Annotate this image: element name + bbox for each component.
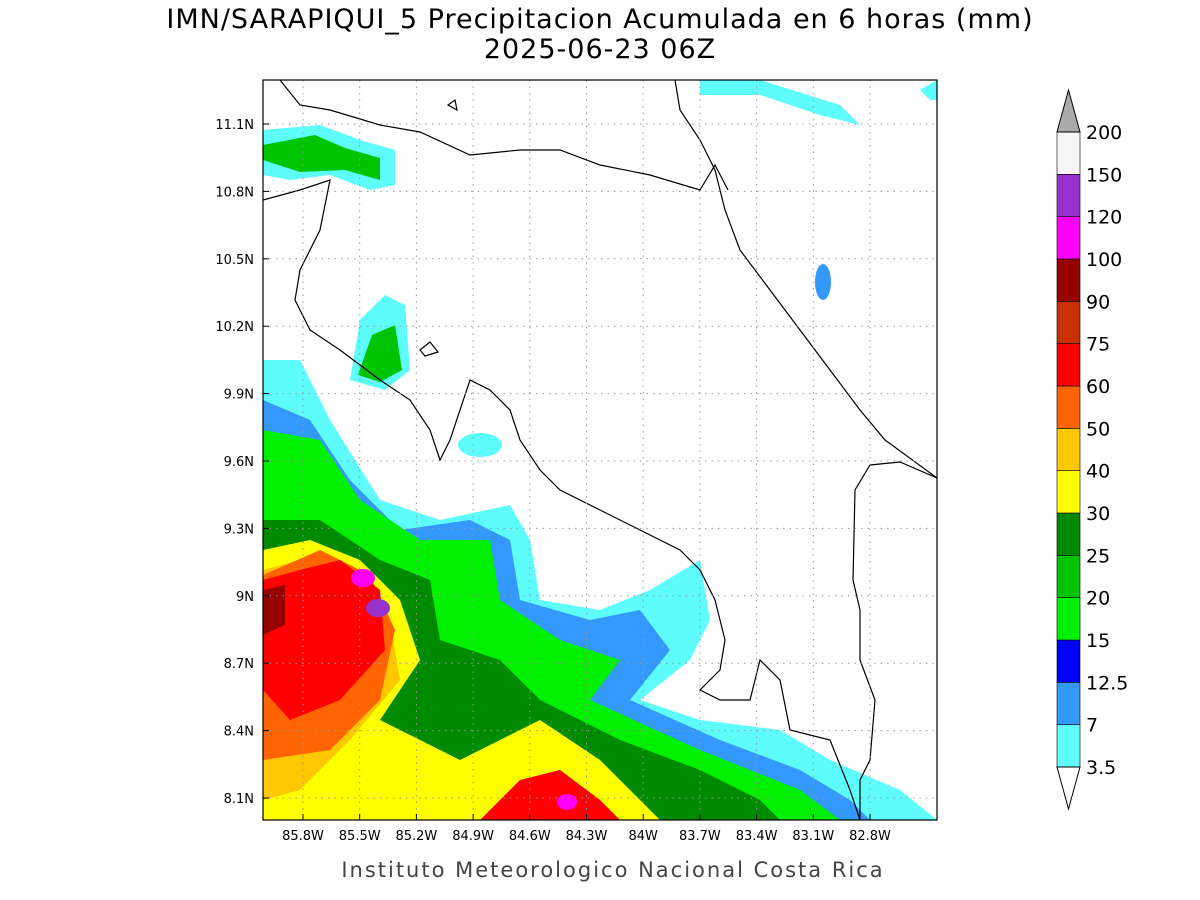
colorbar-band [1056,301,1081,344]
colorbar-band [1056,682,1081,725]
lon-label: 84.6W [509,829,551,844]
lat-label: 10.5N [215,253,254,268]
colorbar-band [1056,428,1081,471]
colorbar-label: 90 [1086,291,1110,313]
lon-label: 84W [628,829,658,844]
colorbar-band [1056,131,1081,175]
colorbar-band [1056,639,1081,683]
lat-label: 8.7N [224,657,254,672]
colorbar-band [1056,597,1081,641]
lon-label: 82.8W [849,829,891,844]
coastline [263,80,937,820]
colorbar-label: 50 [1086,418,1110,440]
colorbar-label: 15 [1086,630,1110,652]
lat-label: 11.1N [215,118,254,133]
lat-label: 9.3N [224,522,254,537]
lat-label: 9.9N [224,388,254,403]
colorbar: 3.5 7 12.5 15 20 25 30 40 50 60 75 90 100 120 150 200 [1056,88,1128,811]
colorbar-over [1056,88,1081,133]
lat-label: 10.8N [215,185,254,200]
lon-label: 85.8W [282,829,324,844]
colorbar-label: 25 [1086,545,1110,567]
footer: Instituto Meteorologico Nacional Costa R… [341,858,884,882]
colorbar-band [1056,258,1081,302]
lon-label: 85.2W [395,829,437,844]
lat-label: 8.4N [224,725,254,740]
colorbar-band [1056,174,1081,217]
colorbar-band [1056,512,1081,556]
colorbar-under [1056,766,1081,811]
precip-field [263,80,937,820]
colorbar-label: 30 [1086,503,1110,525]
lat-label: 8.1N [224,792,254,807]
colorbar-band [1056,216,1081,260]
colorbar-label: 150 [1086,164,1122,186]
colorbar-band [1056,343,1081,387]
colorbar-label: 12.5 [1086,672,1128,694]
map-frame [262,79,938,821]
graticule: 85.8W 85.5W 85.2W 84.9W 84.6W 84.3W 84W 83.7W 83… [215,80,937,844]
lon-label: 84.3W [566,829,608,844]
colorbar-label: 200 [1086,122,1122,144]
title: IMN/SARAPIQUI_5 Precipitacion Acumulada … [166,4,1033,35]
lon-label: 83.4W [736,829,778,844]
colorbar-label: 100 [1086,249,1122,271]
lon-label: 83.7W [679,829,721,844]
lon-label: 85.5W [339,829,381,844]
lon-label: 84.9W [452,829,494,844]
colorbar-label: 3.5 [1086,757,1116,779]
lat-label: 9N [236,590,254,605]
colorbar-label: 120 [1086,207,1122,229]
lat-label: 9.6N [224,455,254,470]
colorbar-label: 40 [1086,461,1110,483]
colorbar-label: 75 [1086,334,1110,356]
colorbar-label: 60 [1086,376,1110,398]
colorbar-band [1056,555,1081,598]
subtitle: 2025-06-23 06Z [484,34,716,65]
colorbar-band [1056,724,1081,768]
colorbar-band [1056,470,1081,514]
lon-label: 83.1W [792,829,834,844]
colorbar-label: 20 [1086,588,1110,610]
colorbar-band [1056,385,1081,429]
colorbar-label: 7 [1086,715,1098,737]
lat-label: 10.2N [215,320,254,335]
